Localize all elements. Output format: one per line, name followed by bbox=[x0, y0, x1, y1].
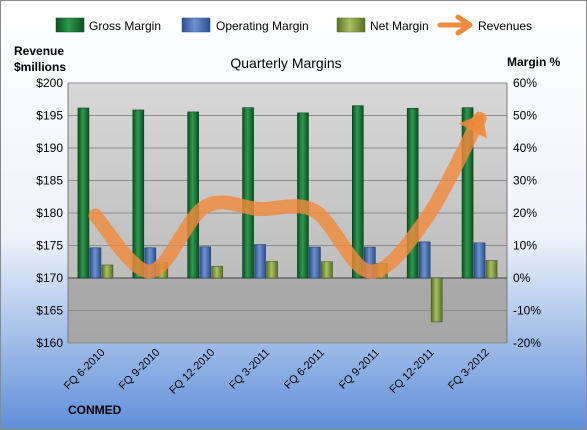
left-tick-label: $175 bbox=[36, 239, 63, 253]
right-axis-ticks: -20% -10% 0% 10% 20% 30% 40% 50% 60% bbox=[513, 76, 541, 350]
left-tick-label: $200 bbox=[36, 76, 63, 90]
legend-item-net-margin: Net Margin bbox=[336, 17, 429, 33]
right-axis-label: Margin % bbox=[507, 55, 561, 69]
revenue-arrowhead bbox=[458, 113, 488, 139]
legend-swatch-net-margin bbox=[336, 17, 366, 33]
net-margin-bar bbox=[485, 260, 498, 279]
right-tick-label: -20% bbox=[513, 336, 541, 350]
gross-margin-bar bbox=[242, 107, 254, 279]
net-margin-bar bbox=[211, 265, 223, 279]
operating-margin-bar bbox=[473, 242, 486, 279]
right-tick-label: 20% bbox=[513, 206, 537, 220]
right-tick-label: -10% bbox=[513, 304, 541, 318]
left-tick-label: $165 bbox=[36, 304, 63, 318]
legend-label-revenues: Revenues bbox=[478, 19, 532, 33]
legend-swatch-operating-margin bbox=[181, 17, 211, 33]
operating-margin-bar bbox=[89, 247, 102, 279]
left-axis-label-line1: Revenue bbox=[14, 44, 64, 58]
right-tick-label: 50% bbox=[513, 109, 537, 123]
legend: Gross Margin Operating Margin Net Margin… bbox=[55, 14, 532, 36]
legend-arrow-revenues bbox=[437, 14, 473, 36]
gross-margin-bar bbox=[297, 112, 309, 279]
legend-label-net-margin: Net Margin bbox=[370, 19, 429, 33]
operating-margin-bar bbox=[418, 241, 431, 279]
left-tick-label: $180 bbox=[36, 206, 63, 220]
operating-margin-bar bbox=[309, 246, 321, 279]
legend-item-revenues: Revenues bbox=[437, 14, 532, 36]
net-margin-bar bbox=[101, 264, 114, 279]
gross-margin-bar bbox=[406, 108, 419, 279]
revenue-line bbox=[88, 111, 487, 279]
revenue-line-layer bbox=[88, 111, 488, 279]
net-margin-bar bbox=[430, 277, 443, 323]
legend-label-operating-margin: Operating Margin bbox=[216, 19, 309, 33]
left-tick-label: $190 bbox=[36, 141, 63, 155]
gross-margin-bar bbox=[187, 111, 199, 279]
legend-label-gross-margin: Gross Margin bbox=[89, 19, 161, 33]
operating-margin-bar bbox=[199, 246, 211, 279]
left-tick-label: $195 bbox=[36, 109, 63, 123]
operating-margin-bar bbox=[254, 244, 266, 279]
right-tick-label: 40% bbox=[513, 141, 537, 155]
net-margin-bar bbox=[321, 261, 333, 279]
gross-margin-bar bbox=[352, 105, 364, 279]
right-tick-label: 30% bbox=[513, 174, 537, 188]
right-tick-label: 10% bbox=[513, 239, 537, 253]
net-margin-bar bbox=[266, 261, 278, 279]
gross-margin-bar bbox=[461, 107, 474, 279]
legend-swatch-gross-margin bbox=[55, 17, 85, 33]
legend-item-gross-margin: Gross Margin bbox=[55, 17, 161, 33]
company-label: CONMED bbox=[68, 403, 122, 417]
left-tick-label: $160 bbox=[36, 336, 63, 350]
left-axis-ticks: $160 $165 $170 $175 $180 $185 $190 $195 $200 bbox=[36, 76, 63, 350]
bars bbox=[77, 105, 498, 323]
gross-margin-bar bbox=[132, 109, 145, 279]
right-tick-label: 0% bbox=[513, 271, 531, 285]
right-tick-label: 60% bbox=[513, 76, 537, 90]
left-tick-label: $185 bbox=[36, 174, 63, 188]
gross-margin-bar bbox=[77, 107, 90, 279]
left-axis-label-line2: $millions bbox=[14, 60, 66, 74]
legend-item-operating-margin: Operating Margin bbox=[181, 17, 309, 33]
chart-title: Quarterly Margins bbox=[230, 55, 341, 71]
left-tick-label: $170 bbox=[36, 271, 63, 285]
